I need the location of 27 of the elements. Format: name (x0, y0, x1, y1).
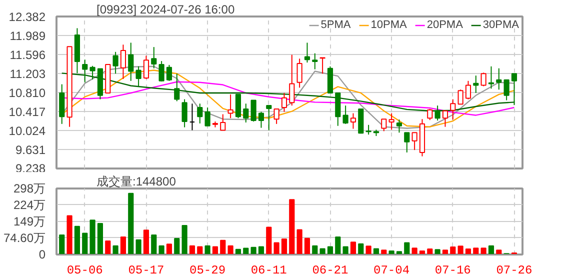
legend-label: 30PMA (482, 19, 519, 31)
legend-label: 20PMA (426, 19, 463, 31)
y-tick-label: 12.382 (8, 10, 46, 24)
y-tick-label: 11.596 (10, 48, 46, 62)
y-tick-label: 9.631 (15, 143, 46, 157)
x-tick-label: 06-11 (250, 264, 287, 276)
y-tick-label: 10.024 (8, 124, 46, 138)
y-tick-label: 149万 (13, 214, 46, 228)
y-tick-label: 10.417 (8, 105, 46, 119)
x-tick-label: 06-21 (312, 264, 348, 276)
x-tick-label: 07-26 (496, 264, 532, 276)
x-tick-label: 05-29 (190, 264, 226, 276)
chart-title: [09923] 2024-07-26 16:00 (96, 2, 235, 16)
y-tick-label: 298万 (13, 182, 46, 196)
legend-label: 10PMA (370, 19, 407, 31)
y-tick-label: 11.989 (10, 29, 46, 43)
y-tick-label: 74.60万 (3, 230, 46, 245)
legend-label: 5PMA (320, 19, 351, 31)
y-tick-label: 0 (38, 248, 46, 262)
x-tick-label: 07-04 (374, 264, 410, 276)
y-tick-label: 224万 (13, 198, 46, 212)
y-tick-label: 10.810 (8, 86, 46, 100)
x-tick-label: 05-17 (128, 264, 164, 276)
chart-title: 成交量:144800 (96, 174, 176, 188)
x-tick-label: 07-16 (434, 264, 471, 276)
x-tick-label: 05-06 (66, 264, 103, 276)
y-tick-label: 11.203 (10, 67, 46, 81)
